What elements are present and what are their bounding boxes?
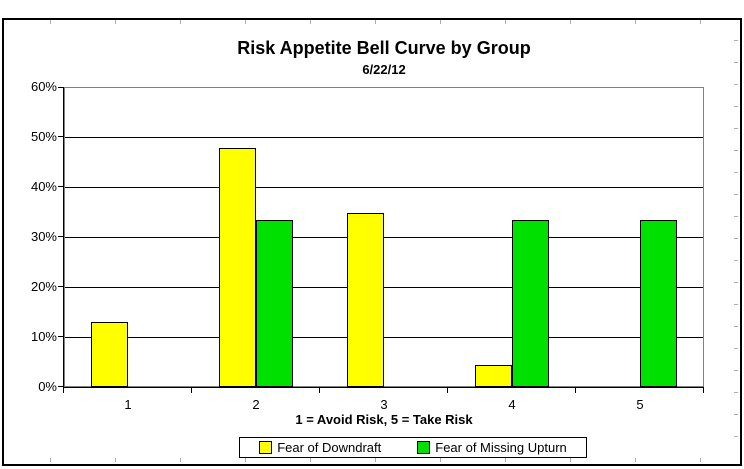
gridline-30pct bbox=[65, 237, 703, 238]
row-gridline-stub bbox=[734, 84, 738, 85]
x-axis-label: 2 bbox=[252, 397, 260, 412]
plot-area bbox=[64, 87, 704, 387]
row-gridline-stub bbox=[734, 62, 738, 63]
x-axis-label: 4 bbox=[508, 397, 516, 412]
column-gridline-stub bbox=[505, 20, 506, 24]
column-gridline-stub bbox=[375, 458, 376, 462]
x-axis-label: 3 bbox=[380, 397, 388, 412]
y-tick-40% bbox=[58, 186, 63, 187]
x-axis-label: 5 bbox=[636, 397, 644, 412]
x-tick-1 bbox=[191, 388, 192, 393]
legend-swatch-green-icon bbox=[417, 441, 431, 454]
row-gridline-stub bbox=[734, 216, 738, 217]
column-gridline-stub bbox=[635, 458, 636, 462]
y-axis-label: 50% bbox=[30, 129, 57, 144]
column-gridline-stub bbox=[440, 20, 441, 24]
row-gridline-stub bbox=[734, 194, 738, 195]
legend-item-fear-of-missing-upturn: Fear of Missing Upturn bbox=[417, 440, 567, 455]
x-tick-3 bbox=[447, 388, 448, 393]
x-axis-title: 1 = Avoid Risk, 5 = Take Risk bbox=[295, 412, 473, 427]
y-axis-label: 60% bbox=[30, 79, 57, 94]
row-gridline-stub bbox=[734, 106, 738, 107]
bar-series1-cat5 bbox=[640, 220, 677, 387]
y-tick-30% bbox=[58, 236, 63, 237]
y-axis-label: 0% bbox=[38, 379, 57, 394]
column-gridline-stub bbox=[180, 20, 181, 24]
column-gridline-stub bbox=[180, 458, 181, 462]
column-gridline-stub bbox=[570, 458, 571, 462]
row-gridline-stub bbox=[734, 370, 738, 371]
y-tick-10% bbox=[58, 336, 63, 337]
y-tick-50% bbox=[58, 136, 63, 137]
bar-series0-cat3 bbox=[347, 213, 384, 387]
row-gridline-stub bbox=[734, 282, 738, 283]
column-gridline-stub bbox=[50, 458, 51, 462]
bar-series1-cat2 bbox=[256, 220, 293, 387]
row-gridline-stub bbox=[734, 348, 738, 349]
column-gridline-stub bbox=[310, 458, 311, 462]
column-gridline-stub bbox=[570, 20, 571, 24]
row-gridline-stub bbox=[734, 128, 738, 129]
bar-series0-cat1 bbox=[91, 322, 128, 387]
gridline-40pct bbox=[65, 187, 703, 188]
column-gridline-stub bbox=[635, 20, 636, 24]
x-tick-0 bbox=[63, 388, 64, 393]
row-gridline-stub bbox=[734, 304, 738, 305]
row-gridline-stub bbox=[734, 392, 738, 393]
x-tick-5 bbox=[703, 388, 704, 393]
row-gridline-stub bbox=[734, 150, 738, 151]
legend-item-fear-of-downdraft: Fear of Downdraft bbox=[259, 440, 381, 455]
column-gridline-stub bbox=[700, 458, 701, 462]
column-gridline-stub bbox=[115, 20, 116, 24]
row-gridline-stub bbox=[734, 40, 738, 41]
legend-label: Fear of Missing Upturn bbox=[435, 440, 567, 455]
column-gridline-stub bbox=[115, 458, 116, 462]
y-tick-0% bbox=[58, 386, 63, 387]
chart-title: Risk Appetite Bell Curve by Group bbox=[237, 38, 531, 58]
row-gridline-stub bbox=[734, 414, 738, 415]
chart-subtitle: 6/22/12 bbox=[362, 62, 406, 77]
x-tick-4 bbox=[575, 388, 576, 393]
row-gridline-stub bbox=[734, 172, 738, 173]
x-axis-label: 1 bbox=[124, 397, 132, 412]
bar-series0-cat2 bbox=[219, 148, 256, 387]
x-tick-2 bbox=[319, 388, 320, 393]
row-gridline-stub bbox=[734, 326, 738, 327]
y-axis-label: 20% bbox=[30, 279, 57, 294]
y-axis-label: 40% bbox=[30, 179, 57, 194]
gridline-10pct bbox=[65, 337, 703, 338]
x-axis-line bbox=[63, 387, 704, 388]
column-gridline-stub bbox=[505, 458, 506, 462]
column-gridline-stub bbox=[375, 20, 376, 24]
legend-swatch-yellow-icon bbox=[259, 441, 273, 454]
bar-series1-cat4 bbox=[512, 220, 549, 387]
y-axis-label: 10% bbox=[30, 329, 57, 344]
row-gridline-stub bbox=[734, 238, 738, 239]
column-gridline-stub bbox=[245, 458, 246, 462]
column-gridline-stub bbox=[310, 20, 311, 24]
column-gridline-stub bbox=[50, 20, 51, 24]
bar-series0-cat4 bbox=[475, 365, 512, 387]
column-gridline-stub bbox=[245, 20, 246, 24]
y-axis-line bbox=[63, 87, 64, 388]
y-tick-20% bbox=[58, 286, 63, 287]
column-gridline-stub bbox=[700, 20, 701, 24]
gridline-50pct bbox=[65, 137, 703, 138]
gridline-20pct bbox=[65, 287, 703, 288]
legend-label: Fear of Downdraft bbox=[277, 440, 382, 455]
legend-box: Fear of Downdraft Fear of Missing Upturn bbox=[239, 437, 587, 458]
column-gridline-stub bbox=[440, 458, 441, 462]
row-gridline-stub bbox=[734, 436, 738, 437]
row-gridline-stub bbox=[734, 260, 738, 261]
y-tick-60% bbox=[58, 87, 63, 88]
y-axis-label: 30% bbox=[30, 229, 57, 244]
